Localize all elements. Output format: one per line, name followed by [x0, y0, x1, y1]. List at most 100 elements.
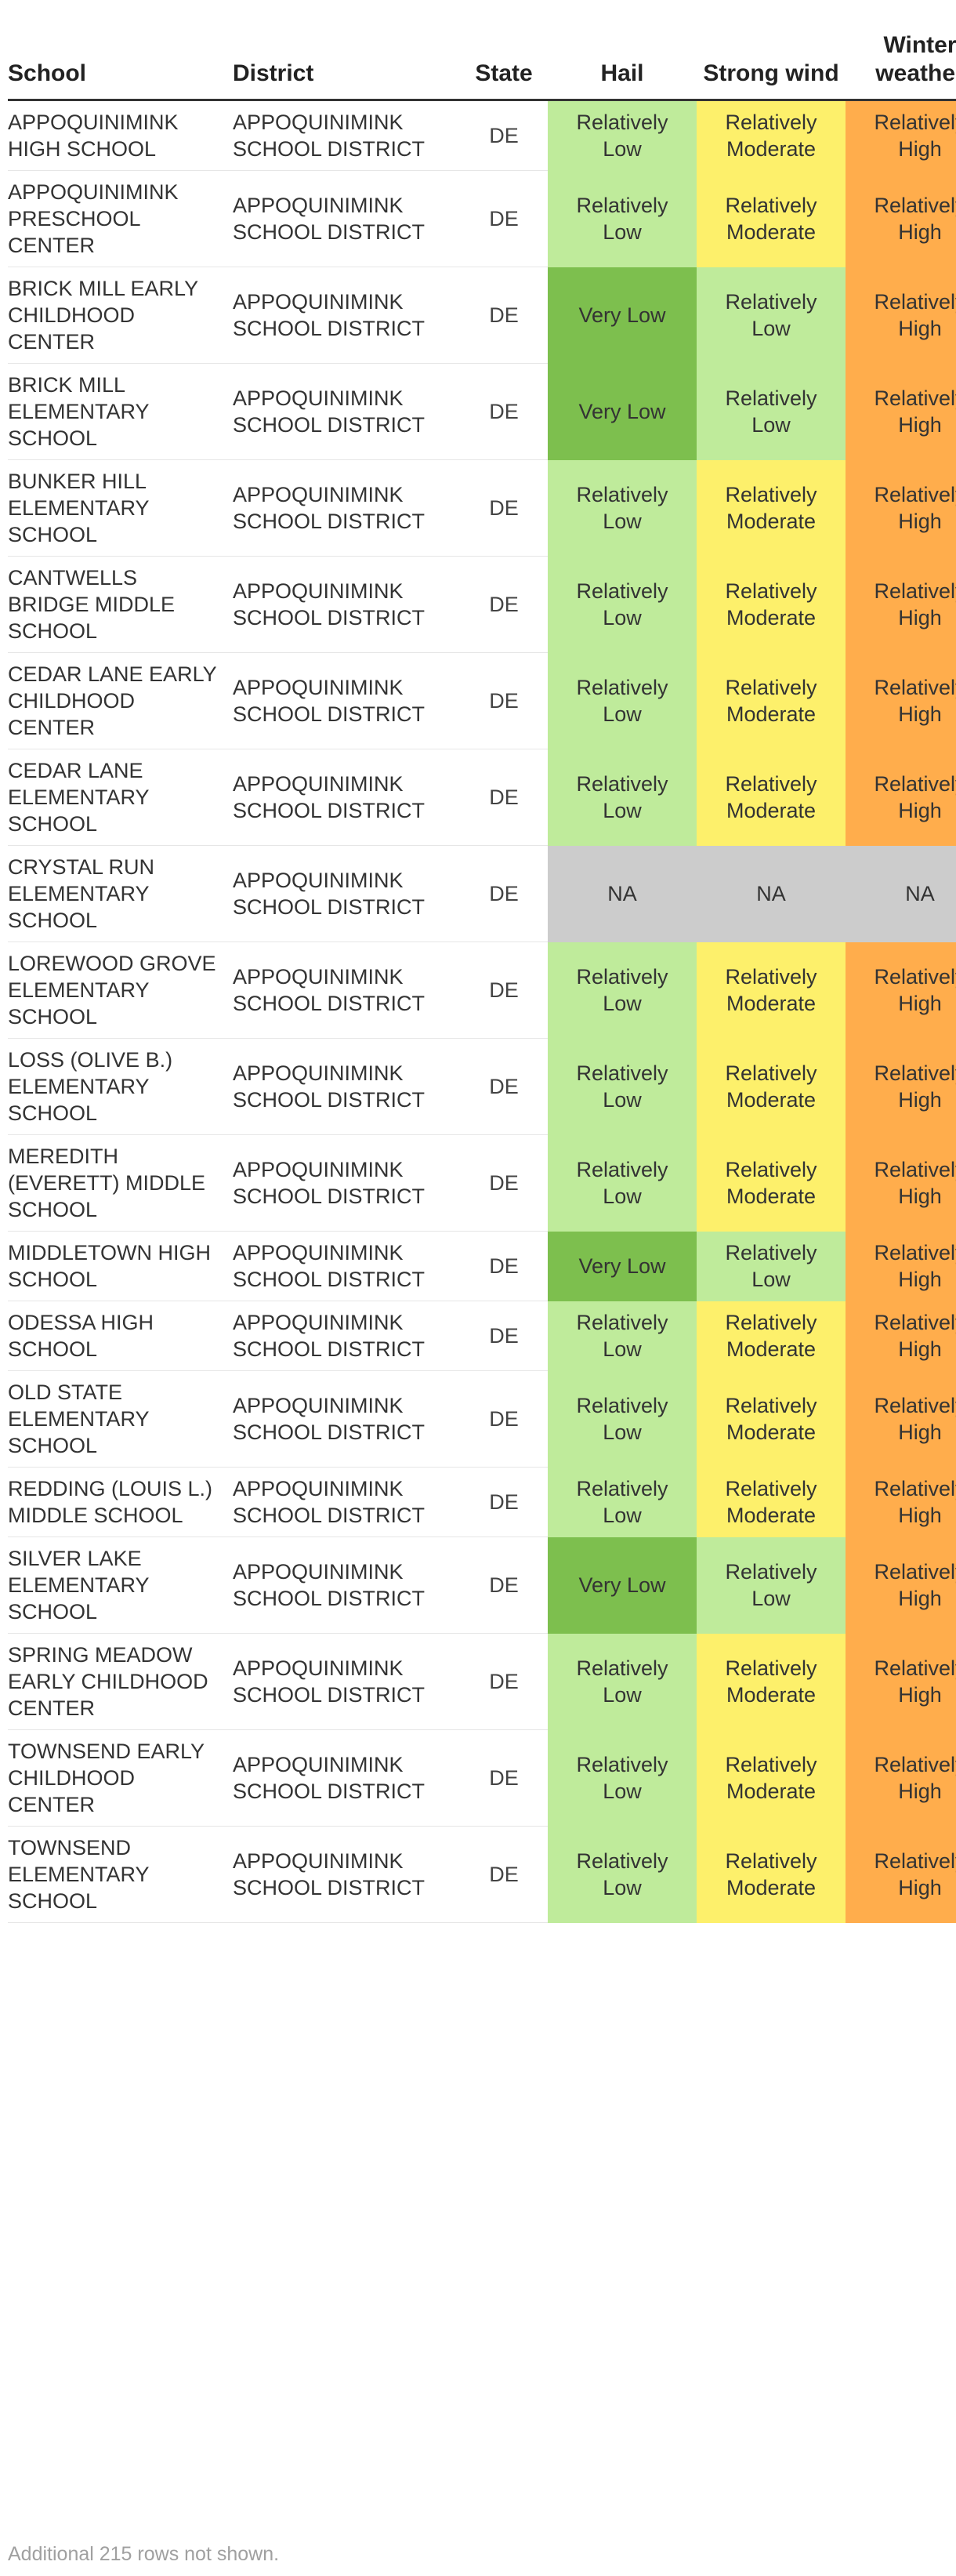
district-cell: APPOQUINIMINK SCHOOL DISTRICT	[233, 845, 460, 942]
school-cell: BRICK MILL EARLY CHILDHOOD CENTER	[8, 267, 233, 364]
district-name: APPOQUINIMINK SCHOOL DISTRICT	[233, 1241, 425, 1291]
strong-wind-cell: Relatively Moderate	[697, 1134, 846, 1232]
school-name: BRICK MILL ELEMENTARY SCHOOL	[8, 373, 150, 450]
district-cell: APPOQUINIMINK SCHOOL DISTRICT	[233, 1826, 460, 1923]
strong-wind-cell: Relatively Moderate	[697, 1370, 846, 1468]
school-name: LOREWOOD GROVE ELEMENTARY SCHOOL	[8, 952, 216, 1029]
table-body: APPOQUINIMINK HIGH SCHOOL APPOQUINIMINK S…	[8, 100, 956, 1923]
table-header: School District State Hail Strong wind W…	[8, 24, 956, 101]
hail-cell: Relatively Low	[548, 1301, 697, 1371]
school-cell: CEDAR LANE ELEMENTARY SCHOOL	[8, 749, 233, 846]
strong-wind-cell: Relatively Moderate	[697, 749, 846, 846]
winter-weather-cell: Relatively High	[846, 363, 956, 460]
district-cell: APPOQUINIMINK SCHOOL DISTRICT	[233, 1729, 460, 1827]
hail-cell: Relatively Low	[548, 652, 697, 749]
district-name: APPOQUINIMINK SCHOOL DISTRICT	[233, 483, 425, 533]
hail-cell: NA	[548, 845, 697, 942]
district-name: APPOQUINIMINK SCHOOL DISTRICT	[233, 965, 425, 1015]
district-cell: APPOQUINIMINK SCHOOL DISTRICT	[233, 1134, 460, 1232]
school-name: CEDAR LANE ELEMENTARY SCHOOL	[8, 759, 150, 836]
winter-weather-cell: Relatively High	[846, 170, 956, 267]
table-row: TOWNSEND ELEMENTARY SCHOOL APPOQUINIMINK …	[8, 1826, 956, 1923]
winter-weather-cell: Relatively High	[846, 652, 956, 749]
school-name: SILVER LAKE ELEMENTARY SCHOOL	[8, 1547, 150, 1624]
state-cell: DE	[460, 845, 548, 942]
hail-cell: Relatively Low	[548, 1134, 697, 1232]
school-name: TOWNSEND ELEMENTARY SCHOOL	[8, 1836, 150, 1913]
hail-cell: Relatively Low	[548, 170, 697, 267]
school-cell: BRICK MILL ELEMENTARY SCHOOL	[8, 363, 233, 460]
table-row: BRICK MILL ELEMENTARY SCHOOL APPOQUINIMIN…	[8, 363, 956, 460]
strong-wind-cell: Relatively Moderate	[697, 1467, 846, 1537]
district-cell: APPOQUINIMINK SCHOOL DISTRICT	[233, 1231, 460, 1301]
column-header-winter-weather: Winter weather	[846, 24, 956, 101]
hail-cell: Relatively Low	[548, 749, 697, 846]
strong-wind-cell: Relatively Low	[697, 267, 846, 364]
district-cell: APPOQUINIMINK SCHOOL DISTRICT	[233, 1038, 460, 1135]
district-cell: APPOQUINIMINK SCHOOL DISTRICT	[233, 1537, 460, 1634]
district-name: APPOQUINIMINK SCHOOL DISTRICT	[233, 1560, 425, 1610]
school-cell: CANTWELLS BRIDGE MIDDLE SCHOOL	[8, 556, 233, 653]
district-name: APPOQUINIMINK SCHOOL DISTRICT	[233, 1158, 425, 1208]
hail-cell: Very Low	[548, 267, 697, 364]
winter-weather-cell: Relatively High	[846, 749, 956, 846]
strong-wind-cell: Relatively Low	[697, 1537, 846, 1634]
school-name: CRYSTAL RUN ELEMENTARY SCHOOL	[8, 855, 155, 932]
column-header-district: District	[233, 24, 460, 101]
strong-wind-cell: Relatively Moderate	[697, 1633, 846, 1730]
district-name: APPOQUINIMINK SCHOOL DISTRICT	[233, 676, 425, 726]
district-cell: APPOQUINIMINK SCHOOL DISTRICT	[233, 749, 460, 846]
school-name: LOSS (OLIVE B.) ELEMENTARY SCHOOL	[8, 1048, 173, 1125]
district-cell: APPOQUINIMINK SCHOOL DISTRICT	[233, 942, 460, 1039]
winter-weather-cell: Relatively High	[846, 1038, 956, 1135]
school-name: TOWNSEND EARLY CHILDHOOD CENTER	[8, 1740, 205, 1816]
school-cell: LOSS (OLIVE B.) ELEMENTARY SCHOOL	[8, 1038, 233, 1135]
table-row: LOSS (OLIVE B.) ELEMENTARY SCHOOL APPOQUI…	[8, 1038, 956, 1135]
school-cell: SPRING MEADOW EARLY CHILDHOOD CENTER	[8, 1633, 233, 1730]
state-cell: DE	[460, 1826, 548, 1923]
hail-cell: Very Low	[548, 1231, 697, 1301]
header-row: School District State Hail Strong wind W…	[8, 24, 956, 101]
strong-wind-cell: Relatively Moderate	[697, 652, 846, 749]
column-header-school: School	[8, 24, 233, 101]
strong-wind-cell: Relatively Low	[697, 1231, 846, 1301]
school-name: REDDING (LOUIS L.) MIDDLE SCHOOL	[8, 1477, 213, 1527]
hazard-risk-table: School District State Hail Strong wind W…	[8, 24, 956, 1923]
table-row: CANTWELLS BRIDGE MIDDLE SCHOOL APPOQUINIM…	[8, 556, 956, 653]
table-row: SILVER LAKE ELEMENTARY SCHOOL APPOQUINIMI…	[8, 1537, 956, 1634]
table-row: TOWNSEND EARLY CHILDHOOD CENTER APPOQUINI…	[8, 1729, 956, 1827]
hail-cell: Relatively Low	[548, 942, 697, 1039]
state-cell: DE	[460, 1231, 548, 1301]
district-cell: APPOQUINIMINK SCHOOL DISTRICT	[233, 652, 460, 749]
state-cell: DE	[460, 749, 548, 846]
district-name: APPOQUINIMINK SCHOOL DISTRICT	[233, 290, 425, 340]
table-row: ODESSA HIGH SCHOOL APPOQUINIMINK SCHOOL D…	[8, 1301, 956, 1371]
district-name: APPOQUINIMINK SCHOOL DISTRICT	[233, 1753, 425, 1803]
winter-weather-cell: Relatively High	[846, 459, 956, 557]
column-header-hail: Hail	[548, 24, 697, 101]
school-cell: SILVER LAKE ELEMENTARY SCHOOL	[8, 1537, 233, 1634]
school-cell: MEREDITH (EVERETT) MIDDLE SCHOOL	[8, 1134, 233, 1232]
hail-cell: Relatively Low	[548, 1038, 697, 1135]
table-row: SPRING MEADOW EARLY CHILDHOOD CENTER APPO…	[8, 1633, 956, 1730]
strong-wind-cell: Relatively Moderate	[697, 459, 846, 557]
district-name: APPOQUINIMINK SCHOOL DISTRICT	[233, 1477, 425, 1527]
strong-wind-cell: NA	[697, 845, 846, 942]
state-cell: DE	[460, 1038, 548, 1135]
table-row: BRICK MILL EARLY CHILDHOOD CENTER APPOQUI…	[8, 267, 956, 364]
state-cell: DE	[460, 459, 548, 557]
school-name: APPOQUINIMINK PRESCHOOL CENTER	[8, 180, 179, 257]
table-row: OLD STATE ELEMENTARY SCHOOL APPOQUINIMINK…	[8, 1370, 956, 1468]
district-name: APPOQUINIMINK SCHOOL DISTRICT	[233, 1061, 425, 1112]
hail-cell: Very Low	[548, 1537, 697, 1634]
state-cell: DE	[460, 1301, 548, 1371]
winter-weather-cell: Relatively High	[846, 1729, 956, 1827]
state-cell: DE	[460, 942, 548, 1039]
strong-wind-cell: Relatively Low	[697, 363, 846, 460]
state-cell: DE	[460, 1537, 548, 1634]
state-cell: DE	[460, 1633, 548, 1730]
table-row: CRYSTAL RUN ELEMENTARY SCHOOL APPOQUINIMI…	[8, 845, 956, 942]
state-cell: DE	[460, 100, 548, 171]
table-row: MIDDLETOWN HIGH SCHOOL APPOQUINIMINK SCHO…	[8, 1231, 956, 1301]
district-cell: APPOQUINIMINK SCHOOL DISTRICT	[233, 267, 460, 364]
